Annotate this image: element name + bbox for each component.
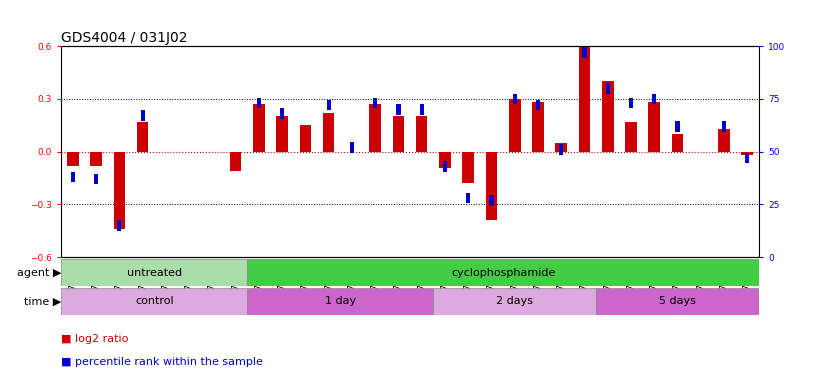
- Bar: [350, 142, 354, 153]
- Bar: [583, 47, 587, 58]
- Bar: [742, 152, 753, 155]
- Bar: [629, 98, 633, 108]
- Bar: [443, 161, 447, 172]
- Bar: [433, 288, 596, 315]
- Bar: [579, 46, 590, 152]
- Text: ■ log2 ratio: ■ log2 ratio: [61, 334, 129, 344]
- Bar: [247, 259, 759, 286]
- Bar: [299, 125, 311, 152]
- Bar: [466, 193, 470, 204]
- Bar: [230, 152, 242, 171]
- Text: GDS4004 / 031J02: GDS4004 / 031J02: [61, 31, 188, 45]
- Text: control: control: [135, 296, 174, 306]
- Bar: [370, 104, 381, 152]
- Bar: [323, 113, 335, 152]
- Bar: [113, 152, 125, 229]
- Text: cyclophosphamide: cyclophosphamide: [451, 268, 555, 278]
- Bar: [419, 104, 424, 115]
- Bar: [602, 81, 614, 152]
- Text: agent ▶: agent ▶: [17, 268, 61, 278]
- Bar: [91, 152, 102, 166]
- Bar: [94, 174, 98, 184]
- Text: untreated: untreated: [126, 268, 182, 278]
- Bar: [397, 104, 401, 115]
- Bar: [373, 98, 377, 108]
- Bar: [512, 94, 517, 104]
- Bar: [67, 152, 78, 166]
- Bar: [556, 143, 567, 152]
- Bar: [509, 99, 521, 152]
- Bar: [280, 108, 284, 119]
- Bar: [596, 288, 759, 315]
- Bar: [672, 134, 683, 152]
- Bar: [140, 111, 144, 121]
- Bar: [253, 104, 264, 152]
- Bar: [118, 220, 122, 231]
- Bar: [247, 288, 433, 315]
- Text: time ▶: time ▶: [24, 296, 61, 306]
- Bar: [392, 116, 404, 152]
- Bar: [277, 116, 288, 152]
- Text: 2 days: 2 days: [496, 296, 533, 306]
- Bar: [416, 116, 428, 152]
- Bar: [61, 259, 247, 286]
- Text: ■ percentile rank within the sample: ■ percentile rank within the sample: [61, 357, 263, 367]
- Bar: [722, 121, 726, 132]
- Bar: [463, 152, 474, 183]
- Bar: [326, 100, 330, 111]
- Bar: [71, 172, 75, 182]
- Bar: [532, 103, 543, 152]
- Bar: [61, 288, 247, 315]
- Bar: [652, 94, 656, 104]
- Bar: [625, 122, 636, 152]
- Bar: [137, 122, 149, 152]
- Bar: [257, 98, 261, 108]
- Bar: [718, 129, 730, 152]
- Bar: [486, 152, 497, 220]
- Bar: [439, 152, 450, 167]
- Bar: [536, 100, 540, 111]
- Bar: [649, 103, 660, 152]
- Bar: [559, 144, 563, 155]
- Bar: [745, 153, 749, 163]
- Text: 1 day: 1 day: [325, 296, 356, 306]
- Text: 5 days: 5 days: [659, 296, 696, 306]
- Bar: [676, 121, 680, 132]
- Bar: [605, 83, 610, 94]
- Bar: [490, 195, 494, 205]
